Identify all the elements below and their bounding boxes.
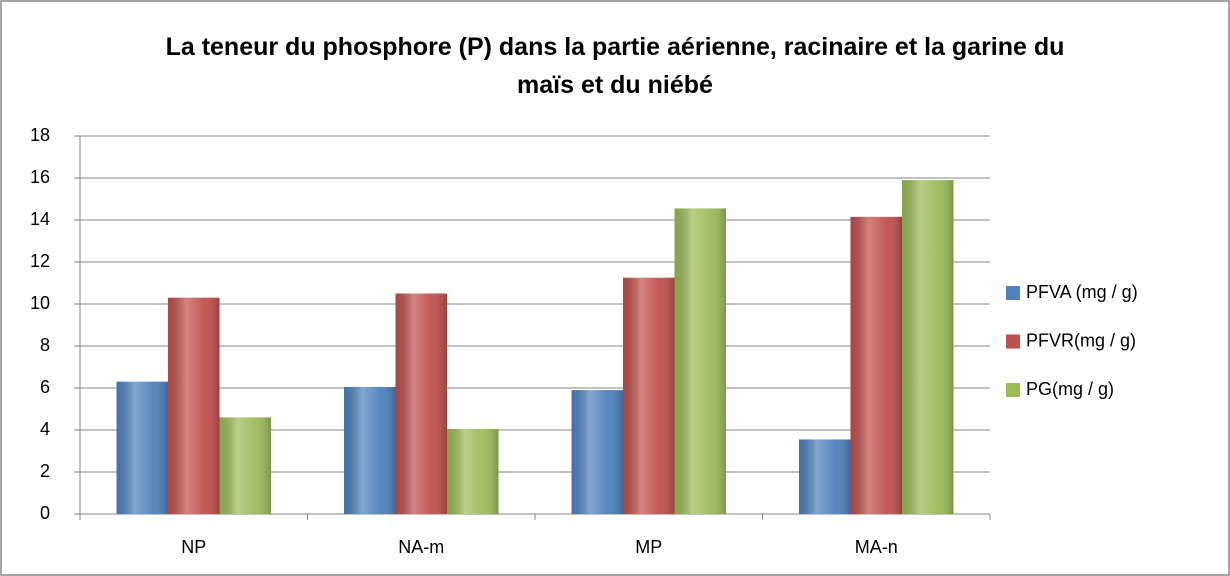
x-tick-label: MP — [635, 537, 662, 557]
bar-shine — [395, 293, 447, 514]
x-tick-label: NA-m — [398, 537, 444, 557]
bar-shine — [116, 381, 168, 514]
bar-shine — [571, 390, 623, 514]
legend-label: PG(mg / g) — [1026, 379, 1114, 399]
y-tick-label: 14 — [30, 209, 50, 229]
y-tick-label: 0 — [40, 503, 50, 523]
y-tick-label: 18 — [30, 125, 50, 145]
x-tick-label: NP — [181, 537, 206, 557]
legend-swatch — [1006, 334, 1020, 349]
y-tick-label: 6 — [40, 377, 50, 397]
y-tick-label: 2 — [40, 461, 50, 481]
y-tick-label: 16 — [30, 167, 50, 187]
legend-swatch — [1006, 286, 1020, 300]
y-tick-label: 8 — [40, 335, 50, 355]
bar-shine — [623, 277, 675, 514]
y-tick-label: 4 — [40, 419, 50, 439]
legend-label: PFVA (mg / g) — [1026, 282, 1138, 302]
bar-shine — [674, 208, 726, 514]
bar-shine — [447, 428, 499, 514]
chart-title: La teneur du phosphore (P) dans la parti… — [165, 33, 1065, 99]
bar-shine — [344, 386, 396, 514]
bar-shine — [168, 297, 220, 514]
y-tick-label: 10 — [30, 293, 50, 313]
x-tick-label: MA-n — [855, 537, 898, 557]
bar-shine — [850, 216, 902, 514]
legend-label: PFVR(mg / g) — [1026, 330, 1136, 350]
bar-shine — [219, 417, 271, 514]
bar-shine — [902, 180, 954, 514]
legend-swatch — [1006, 383, 1020, 397]
bar-shine — [799, 439, 851, 514]
y-tick-label: 12 — [30, 251, 50, 271]
